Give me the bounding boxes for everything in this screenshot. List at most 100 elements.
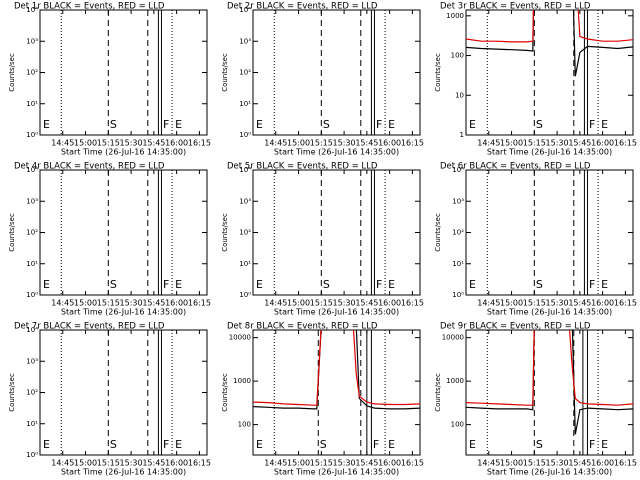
y-tick-label: 10² <box>452 229 464 237</box>
x-tick-label: 15:00 <box>500 139 523 148</box>
x-axis-label: Start Time (26-Jul-16 14:35:00) <box>61 308 186 317</box>
y-tick-label: 10⁴ <box>26 166 38 174</box>
x-tick-label: 15:15 <box>97 459 120 468</box>
plot-frame <box>252 9 421 136</box>
plot-frame <box>39 329 208 456</box>
chart-title: Det 3r BLACK = Events, RED = LLD <box>440 2 591 12</box>
x-axis-label: Start Time (26-Jul-16 14:35:00) <box>487 468 612 477</box>
series-group <box>466 330 633 435</box>
annotation: E <box>469 438 476 451</box>
y-tick-label: 100 <box>451 52 464 60</box>
annotation: E <box>256 118 263 131</box>
annotation: F <box>376 278 382 291</box>
y-tick-label: 10000 <box>442 334 464 342</box>
x-tick-label: 14:45 <box>51 139 74 148</box>
annotation: E <box>469 118 476 131</box>
annotation: E <box>388 278 395 291</box>
x-tick-label: 15:15 <box>310 459 333 468</box>
x-axis-label: Start Time (26-Jul-16 14:35:00) <box>274 308 399 317</box>
annotation: E <box>43 438 50 451</box>
y-tick-label: 10⁴ <box>26 326 38 334</box>
y-axis-label: Counts/sec <box>221 213 229 252</box>
plot-frame <box>465 9 634 136</box>
y-tick-label: 10¹ <box>26 260 38 268</box>
plot-frame <box>39 9 208 136</box>
x-tick-label: 14:45 <box>264 139 287 148</box>
chart-title: Det 1r BLACK = Events, RED = LLD <box>14 2 165 12</box>
chart-title: Det 5r BLACK = Events, RED = LLD <box>227 162 378 172</box>
panel: Det 4r BLACK = Events, RED = LLD Start Ti… <box>8 162 211 317</box>
y-axis-label: Counts/sec <box>434 373 442 412</box>
y-tick-label: 1000 <box>233 377 251 385</box>
annotation: E <box>388 118 395 131</box>
annotation: E <box>43 118 50 131</box>
x-tick-label: 14:45 <box>264 299 287 308</box>
annotation: F <box>376 118 382 131</box>
panel: Det 9r BLACK = Events, RED = LLD Start Ti… <box>434 322 637 477</box>
panel: Det 7r BLACK = Events, RED = LLD Start Ti… <box>8 322 211 477</box>
annotation: S <box>110 438 117 451</box>
x-tick-label: 15:30 <box>333 299 356 308</box>
x-tick-label: 15:30 <box>120 139 143 148</box>
panel: Det 2r BLACK = Events, RED = LLD Start Ti… <box>221 2 424 157</box>
x-axis-label: Start Time (26-Jul-16 14:35:00) <box>274 468 399 477</box>
y-tick-label: 10⁴ <box>452 166 464 174</box>
y-tick-label: 10¹ <box>239 260 251 268</box>
annotation: E <box>256 278 263 291</box>
y-tick-label: 10¹ <box>26 100 38 108</box>
chart-title: Det 2r BLACK = Events, RED = LLD <box>227 2 378 12</box>
y-axis-label: Counts/sec <box>434 213 442 252</box>
x-tick-label: 15:45 <box>142 459 165 468</box>
y-tick-label: 1000 <box>446 12 464 20</box>
x-tick-label: 16:15 <box>614 299 637 308</box>
series-line <box>466 10 633 43</box>
x-tick-label: 16:15 <box>188 299 211 308</box>
x-tick-label: 16:00 <box>378 299 401 308</box>
x-tick-label: 15:30 <box>546 459 569 468</box>
y-tick-label: 10⁰ <box>26 131 38 139</box>
series-line <box>253 330 420 406</box>
annotation: F <box>163 118 169 131</box>
annotation: F <box>589 118 595 131</box>
y-axis-label: Counts/sec <box>8 373 16 412</box>
y-tick-label: 10¹ <box>452 260 464 268</box>
plot-frame <box>252 169 421 296</box>
panel: Det 8r BLACK = Events, RED = LLD Start Ti… <box>221 322 424 477</box>
y-axis-label: Counts/sec <box>8 213 16 252</box>
x-tick-label: 15:15 <box>97 139 120 148</box>
panel: Det 3r BLACK = Events, RED = LLD Start Ti… <box>434 2 637 157</box>
x-axis-label: Start Time (26-Jul-16 14:35:00) <box>487 308 612 317</box>
chart-title: Det 7r BLACK = Events, RED = LLD <box>14 322 165 332</box>
plot-frame <box>465 329 634 456</box>
x-tick-label: 15:15 <box>523 139 546 148</box>
annotation: S <box>536 438 543 451</box>
y-tick-label: 10¹ <box>26 420 38 428</box>
x-tick-label: 15:00 <box>500 299 523 308</box>
chart-title: Det 4r BLACK = Events, RED = LLD <box>14 162 165 172</box>
annotation: E <box>175 118 182 131</box>
x-tick-label: 14:45 <box>51 459 74 468</box>
chart-title: Det 9r BLACK = Events, RED = LLD <box>440 322 591 332</box>
y-tick-label: 10⁴ <box>239 6 251 14</box>
x-tick-label: 15:30 <box>546 139 569 148</box>
y-tick-label: 10² <box>239 69 251 77</box>
x-tick-label: 14:45 <box>264 459 287 468</box>
y-tick-label: 10³ <box>26 357 38 365</box>
annotation: E <box>469 278 476 291</box>
y-tick-label: 10⁰ <box>26 291 38 299</box>
x-tick-label: 16:00 <box>378 459 401 468</box>
y-tick-label: 10000 <box>229 334 251 342</box>
x-tick-label: 15:00 <box>287 139 310 148</box>
series-line <box>466 330 633 406</box>
annotation: E <box>175 278 182 291</box>
panel: Det 5r BLACK = Events, RED = LLD Start Ti… <box>221 162 424 317</box>
x-axis-label: Start Time (26-Jul-16 14:35:00) <box>487 148 612 157</box>
x-tick-label: 16:00 <box>165 459 188 468</box>
series-line <box>253 330 420 410</box>
x-tick-label: 15:00 <box>500 459 523 468</box>
annotation: F <box>589 438 595 451</box>
y-tick-label: 100 <box>451 421 464 429</box>
x-tick-label: 15:45 <box>568 139 591 148</box>
plot-frame <box>465 169 634 296</box>
